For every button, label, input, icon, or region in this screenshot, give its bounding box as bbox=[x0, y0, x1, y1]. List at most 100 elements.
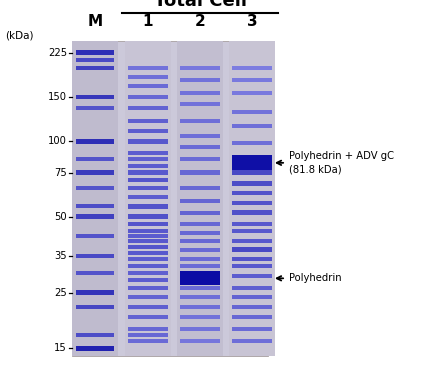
Bar bbox=[180, 91, 220, 95]
Bar bbox=[232, 191, 272, 196]
Bar bbox=[232, 66, 272, 70]
Text: Polyhedrin + ADV gC: Polyhedrin + ADV gC bbox=[289, 151, 394, 161]
Bar bbox=[76, 58, 114, 62]
Bar bbox=[232, 286, 272, 290]
Text: 3: 3 bbox=[247, 13, 257, 29]
Bar bbox=[232, 91, 272, 95]
Bar bbox=[232, 170, 272, 175]
Bar bbox=[180, 221, 220, 226]
Bar bbox=[128, 221, 168, 226]
Text: M: M bbox=[87, 13, 103, 29]
Bar bbox=[232, 155, 272, 171]
Bar bbox=[232, 201, 272, 204]
Bar bbox=[128, 295, 168, 299]
Bar bbox=[72, 41, 118, 356]
Bar bbox=[76, 254, 114, 258]
Bar bbox=[180, 102, 220, 106]
Bar bbox=[128, 151, 168, 155]
Text: 15: 15 bbox=[54, 344, 67, 354]
Bar bbox=[180, 257, 220, 261]
Bar bbox=[128, 271, 168, 275]
Bar bbox=[76, 66, 114, 70]
Text: 35: 35 bbox=[54, 251, 67, 261]
Text: 50: 50 bbox=[54, 212, 67, 222]
Bar bbox=[128, 251, 168, 255]
Text: 100: 100 bbox=[48, 136, 67, 146]
Bar bbox=[128, 186, 168, 190]
Bar bbox=[128, 157, 168, 161]
Text: 25: 25 bbox=[54, 288, 67, 298]
Bar bbox=[76, 214, 114, 219]
Bar bbox=[180, 248, 220, 252]
Text: 150: 150 bbox=[48, 92, 67, 102]
Bar bbox=[180, 295, 220, 299]
Bar bbox=[128, 106, 168, 110]
Bar bbox=[180, 145, 220, 149]
Bar bbox=[180, 339, 220, 344]
Bar bbox=[72, 41, 268, 356]
Bar bbox=[128, 245, 168, 249]
Bar bbox=[76, 95, 114, 99]
Bar bbox=[76, 186, 114, 190]
Bar bbox=[128, 234, 168, 238]
Bar bbox=[232, 78, 272, 82]
Bar bbox=[128, 315, 168, 319]
Bar bbox=[125, 41, 171, 356]
Bar bbox=[232, 141, 272, 145]
Bar bbox=[232, 210, 272, 215]
Bar bbox=[177, 41, 223, 356]
Bar bbox=[180, 170, 220, 175]
Bar bbox=[180, 271, 220, 285]
Text: Polyhedrin: Polyhedrin bbox=[289, 273, 342, 283]
Bar bbox=[76, 204, 114, 209]
Bar bbox=[180, 239, 220, 243]
Bar bbox=[128, 95, 168, 99]
Bar bbox=[232, 257, 272, 261]
Bar bbox=[232, 124, 272, 128]
Bar bbox=[76, 333, 114, 337]
Bar bbox=[232, 315, 272, 319]
Bar bbox=[128, 139, 168, 144]
Bar bbox=[76, 271, 114, 275]
Bar bbox=[180, 211, 220, 214]
Bar bbox=[76, 50, 114, 55]
Bar bbox=[128, 214, 168, 219]
Bar bbox=[232, 264, 272, 267]
Bar bbox=[128, 204, 168, 209]
Bar bbox=[128, 278, 168, 282]
Bar bbox=[128, 305, 168, 309]
Bar bbox=[76, 170, 114, 175]
Bar bbox=[128, 339, 168, 344]
Bar bbox=[76, 290, 114, 295]
Text: 75: 75 bbox=[54, 168, 67, 178]
Bar bbox=[232, 339, 272, 344]
Bar bbox=[180, 286, 220, 290]
Text: Total Cell: Total Cell bbox=[153, 0, 247, 10]
Bar bbox=[128, 195, 168, 199]
Bar bbox=[180, 232, 220, 235]
Bar bbox=[232, 181, 272, 186]
Bar bbox=[180, 134, 220, 138]
Text: 2: 2 bbox=[194, 13, 206, 29]
Bar bbox=[180, 78, 220, 82]
Bar bbox=[232, 295, 272, 299]
Text: 225: 225 bbox=[48, 47, 67, 58]
Bar bbox=[128, 264, 168, 267]
Bar bbox=[128, 286, 168, 290]
Bar bbox=[232, 221, 272, 226]
Bar bbox=[76, 346, 114, 351]
Bar bbox=[128, 85, 168, 88]
Bar bbox=[128, 170, 168, 175]
Text: (kDa): (kDa) bbox=[5, 30, 34, 40]
Bar bbox=[232, 239, 272, 243]
Bar bbox=[180, 66, 220, 70]
Text: 1: 1 bbox=[143, 13, 153, 29]
Bar bbox=[128, 326, 168, 331]
Bar bbox=[232, 326, 272, 331]
Bar bbox=[232, 247, 272, 252]
Bar bbox=[128, 119, 168, 123]
Bar bbox=[180, 186, 220, 190]
Bar bbox=[76, 157, 114, 161]
Bar bbox=[180, 326, 220, 331]
Bar bbox=[180, 157, 220, 161]
